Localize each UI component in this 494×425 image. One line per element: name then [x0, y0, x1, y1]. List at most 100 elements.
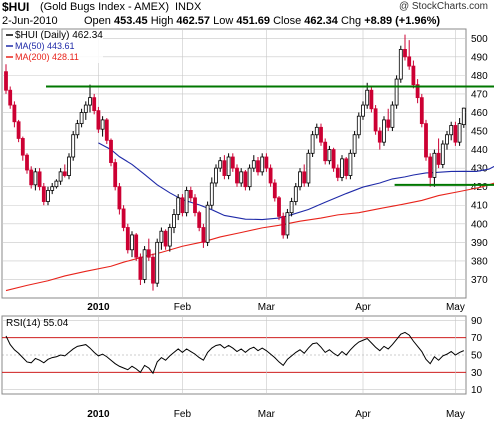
price-candle: [88, 84, 92, 113]
high-value: 462.57: [176, 15, 211, 27]
price-candle: [83, 101, 88, 120]
price-candle: [260, 153, 265, 176]
price-candle: [71, 131, 76, 161]
price-candle: [302, 164, 307, 187]
rsi-legend: RSI(14) 55.04: [6, 318, 69, 329]
candle-body: [436, 152, 441, 165]
candle-body: [310, 134, 315, 154]
price-x-tick-label: Mar: [258, 302, 276, 313]
price-candle: [403, 34, 407, 61]
price-candle: [243, 169, 248, 191]
price-candle: [209, 177, 214, 209]
candle-body: [83, 104, 88, 113]
chg-value: +8.89 (+1.96%): [364, 15, 441, 27]
price-candle: [251, 155, 256, 172]
price-y-tick-label: 380: [471, 256, 488, 267]
price-y-tick-label: 400: [471, 219, 488, 230]
candle-body: [377, 130, 382, 143]
price-candle: [256, 157, 260, 176]
price-candle: [247, 164, 252, 191]
price-y-tick-label: 490: [471, 52, 488, 63]
candle-body: [197, 212, 202, 228]
candle-body: [113, 162, 118, 188]
candle-body: [88, 97, 92, 106]
price-candle: [310, 131, 315, 158]
candle-body: [432, 152, 437, 178]
price-candle: [411, 60, 416, 89]
candle-body: [382, 119, 386, 143]
candle-body: [159, 230, 164, 243]
candle-body: [445, 134, 449, 145]
candle-body: [331, 149, 336, 169]
price-candle: [264, 153, 269, 172]
candle-body: [411, 65, 416, 86]
candle-body: [75, 123, 80, 136]
candle-body: [419, 97, 424, 125]
candle-body: [96, 110, 101, 130]
price-candle: [293, 182, 298, 206]
symbol-label: $HUI: [2, 0, 30, 14]
candle-body: [281, 215, 286, 236]
price-candle: [58, 168, 63, 185]
rsi-x-tick-label: Mar: [258, 409, 276, 420]
price-candle: [331, 147, 336, 172]
legend-price-text: $HUI (Daily) 462.34: [15, 30, 103, 41]
price-candle: [180, 194, 185, 217]
legend-ma200-text: MA(200) 428.11: [15, 52, 79, 62]
price-candle: [142, 246, 147, 284]
candle-body: [142, 249, 147, 280]
candle-body: [260, 156, 265, 173]
price-candle: [356, 112, 361, 139]
candle-body: [146, 249, 151, 258]
candle-body: [369, 89, 374, 110]
price-candle: [130, 231, 134, 258]
price-candle: [12, 101, 17, 128]
open-value: 453.45: [113, 15, 148, 27]
candle-body: [449, 125, 454, 136]
ma200-line: [5, 182, 494, 292]
price-y-tick-label: 430: [471, 164, 488, 175]
candle-body: [109, 139, 113, 163]
price-candle: [436, 138, 441, 169]
price-candle: [29, 166, 34, 189]
price-candle: [20, 136, 25, 161]
candle-body: [4, 71, 8, 91]
price-candle: [163, 229, 168, 250]
rsi-x-tick-label: Apr: [355, 409, 371, 420]
candle-body: [314, 126, 319, 136]
exchange-label: INDX: [175, 1, 202, 13]
price-candle: [394, 75, 399, 109]
price-candle: [138, 253, 143, 286]
price-candle: [222, 155, 227, 180]
price-candle: [8, 86, 13, 109]
candle-body: [155, 241, 160, 284]
candle-body: [117, 186, 122, 210]
candle-body: [415, 84, 420, 99]
candle-body: [407, 56, 412, 67]
price-candle: [361, 101, 365, 120]
price-candle: [184, 186, 189, 217]
candle-body: [167, 227, 172, 247]
price-y-tick-label: 410: [471, 201, 488, 212]
candle-body: [180, 197, 185, 214]
candle-body: [277, 197, 281, 217]
rsi-y-tick-label: 10: [471, 385, 483, 396]
candle-body: [239, 171, 244, 184]
price-candle: [167, 223, 172, 252]
price-y-tick-label: 450: [471, 127, 488, 138]
candle-body: [214, 167, 218, 184]
low-label: Low: [213, 15, 234, 27]
price-candle: [117, 182, 122, 215]
price-candle: [235, 164, 239, 187]
price-candle: [46, 186, 50, 206]
candle-body: [398, 49, 403, 80]
candle-body: [453, 125, 458, 143]
price-candle: [201, 223, 206, 248]
candle-body: [230, 156, 235, 169]
price-candle: [461, 107, 466, 128]
candle-body: [125, 227, 130, 251]
stockcharts-credit[interactable]: @ StockCharts.com: [398, 1, 488, 12]
price-candle: [239, 168, 244, 187]
index-name-label: (Gold Bugs Index - AMEX): [40, 1, 169, 13]
